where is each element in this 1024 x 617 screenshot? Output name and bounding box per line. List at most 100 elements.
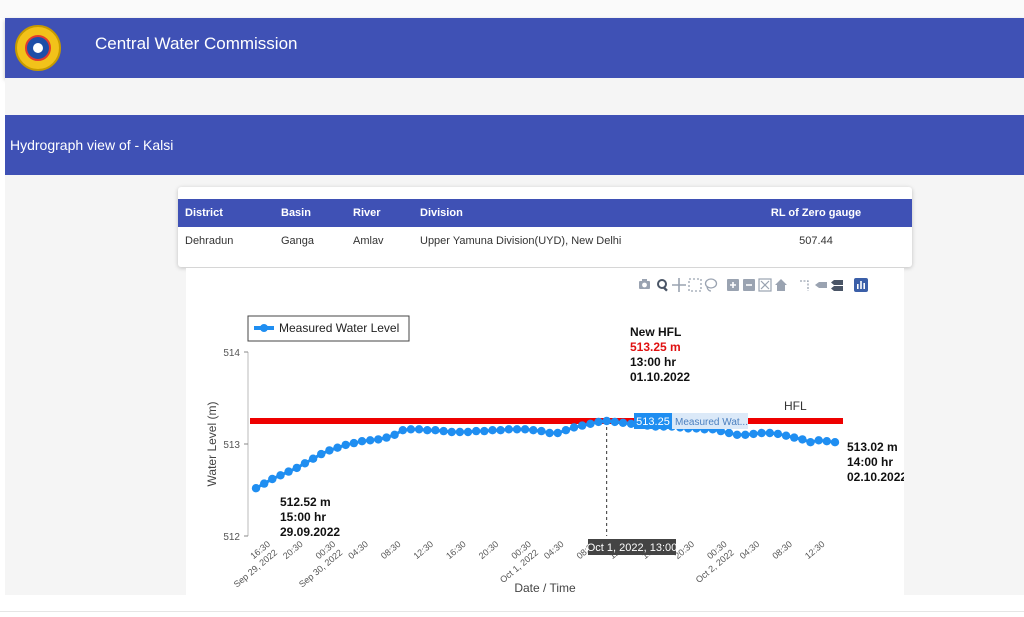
cell-rl-zero-gauge: 507.44: [799, 235, 833, 247]
water-level-point[interactable]: [366, 436, 375, 445]
modebar: [639, 278, 868, 292]
water-level-point[interactable]: [341, 440, 350, 450]
water-level-point[interactable]: [757, 428, 766, 438]
x-tick: 08:30: [770, 539, 794, 561]
water-level-point[interactable]: [594, 417, 603, 427]
new-hfl-value: 513.25 m: [630, 340, 681, 354]
water-level-point[interactable]: [447, 427, 456, 437]
compare-hover-icon[interactable]: [831, 280, 843, 291]
legend-label: Measured Water Level: [279, 321, 399, 335]
water-level-point[interactable]: [724, 428, 734, 438]
water-level-point[interactable]: [822, 437, 831, 446]
water-level-point[interactable]: [814, 436, 823, 445]
water-level-point[interactable]: [496, 426, 505, 435]
header-gap: [5, 78, 1024, 115]
x-tick: 04:30: [738, 539, 762, 561]
x-tick-time-label: 08:30: [379, 539, 403, 561]
new-hfl-time: 13:00 hr: [630, 355, 676, 369]
water-level-point[interactable]: [292, 463, 301, 473]
cell-division: Upper Yamuna Division(UYD), New Delhi: [420, 235, 622, 247]
water-level-point[interactable]: [741, 430, 750, 439]
water-level-point[interactable]: [798, 435, 807, 444]
spike-lines-icon[interactable]: [800, 280, 809, 291]
water-level-point[interactable]: [251, 484, 261, 493]
water-level-point[interactable]: [472, 426, 481, 436]
water-level-point[interactable]: [260, 479, 269, 488]
water-level-point[interactable]: [439, 426, 448, 436]
pan-icon[interactable]: [672, 278, 686, 292]
water-level-point[interactable]: [463, 427, 473, 437]
water-level-point[interactable]: [790, 433, 799, 442]
water-level-point[interactable]: [349, 438, 359, 448]
water-level-point[interactable]: [414, 425, 424, 434]
water-level-point[interactable]: [545, 428, 554, 438]
water-level-point[interactable]: [398, 426, 407, 435]
water-level-point[interactable]: [732, 430, 742, 439]
x-tick: 04:30: [346, 539, 370, 561]
water-level-point[interactable]: [716, 426, 725, 436]
water-level-point[interactable]: [382, 433, 391, 442]
water-level-point[interactable]: [749, 429, 758, 439]
water-level-point[interactable]: [374, 435, 383, 444]
water-level-point[interactable]: [300, 459, 310, 468]
water-level-point[interactable]: [610, 417, 619, 427]
x-tick-time-label: 04:30: [738, 539, 762, 561]
water-level-point[interactable]: [317, 449, 326, 459]
water-level-point[interactable]: [357, 437, 367, 446]
x-tick: 12:30: [411, 539, 435, 561]
lasso-select-icon[interactable]: [704, 278, 718, 292]
x-tick-time-label: 20:30: [281, 539, 305, 561]
reset-axes-icon[interactable]: [775, 279, 787, 291]
water-level-point[interactable]: [773, 429, 783, 439]
water-level-point[interactable]: [390, 430, 399, 439]
closest-hover-icon[interactable]: [815, 282, 827, 288]
camera-icon[interactable]: [639, 279, 650, 289]
water-level-point[interactable]: [333, 443, 342, 452]
water-level-point[interactable]: [406, 425, 416, 434]
autoscale-icon[interactable]: [758, 278, 772, 292]
legend-box: [247, 315, 410, 342]
water-level-point[interactable]: [276, 471, 285, 480]
x-tick-time-label: 04:30: [542, 539, 566, 561]
water-level-point[interactable]: [284, 467, 293, 476]
water-level-point[interactable]: [520, 425, 530, 434]
water-level-point[interactable]: [569, 423, 579, 432]
water-level-point[interactable]: [529, 426, 538, 435]
station-info-table: District Basin River Division RL of Zero…: [178, 199, 912, 255]
water-level-point[interactable]: [806, 438, 815, 447]
x-tick-time-label: 12:30: [411, 539, 435, 561]
water-level-point[interactable]: [480, 426, 489, 436]
water-level-point[interactable]: [308, 454, 318, 463]
water-level-point[interactable]: [578, 421, 587, 430]
page-title: Hydrograph view of - Kalsi: [10, 137, 174, 153]
water-level-point[interactable]: [830, 438, 840, 447]
water-level-point[interactable]: [455, 427, 465, 437]
zoom-icon[interactable]: [657, 279, 668, 292]
new-hfl-title: New HFL: [630, 325, 681, 339]
water-level-point[interactable]: [431, 426, 440, 435]
zoom-in-icon[interactable]: [727, 279, 739, 291]
water-level-point[interactable]: [268, 474, 277, 484]
water-level-point[interactable]: [504, 425, 513, 434]
water-level-point[interactable]: [561, 426, 571, 435]
water-level-point[interactable]: [586, 419, 595, 428]
water-level-point[interactable]: [765, 428, 774, 438]
water-level-point[interactable]: [423, 426, 432, 435]
legend[interactable]: Measured Water Level: [247, 315, 410, 342]
water-level-point[interactable]: [325, 446, 334, 455]
water-level-point[interactable]: [781, 431, 791, 440]
water-level-point[interactable]: [618, 418, 628, 427]
water-level-point[interactable]: [602, 416, 611, 426]
zoom-out-icon[interactable]: [743, 279, 755, 291]
x-axis-title: Date / Time: [514, 581, 576, 595]
water-level-point[interactable]: [512, 425, 522, 434]
x-tick-time-label: 20:30: [477, 539, 501, 561]
water-level-point[interactable]: [626, 419, 636, 428]
hover-x-label: Oct 1, 2022, 13:00: [587, 542, 678, 554]
plotly-logo-icon[interactable]: [854, 278, 868, 292]
water-level-point[interactable]: [537, 426, 546, 436]
water-level-point[interactable]: [488, 426, 497, 435]
box-select-icon[interactable]: [688, 278, 702, 292]
water-level-point[interactable]: [553, 428, 562, 438]
